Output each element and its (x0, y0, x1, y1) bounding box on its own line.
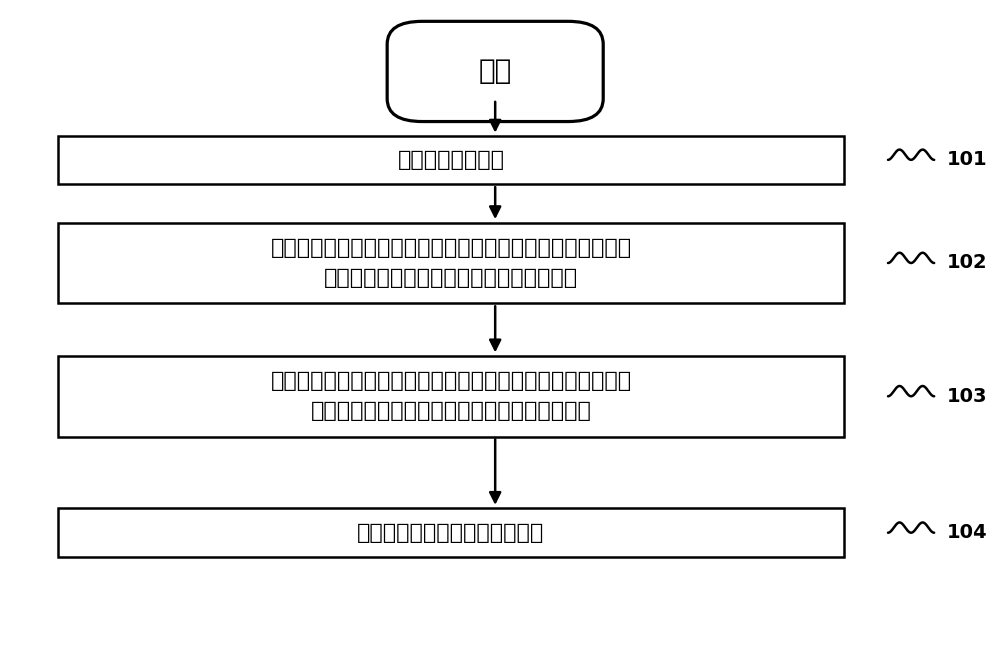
FancyBboxPatch shape (387, 21, 603, 121)
Text: 开始: 开始 (479, 58, 512, 86)
Text: 将故障诊断请求的子进程信息与故障诊断数据库中的子进程信
息进行匹配，并根据匹配结果确定故障诊断结果: 将故障诊断请求的子进程信息与故障诊断数据库中的子进程信 息进行匹配，并根据匹配结… (270, 371, 632, 421)
Bar (58, 223, 844, 303)
Bar (58, 136, 844, 184)
Bar (58, 508, 844, 557)
Text: 接收故障诊断请求: 接收故障诊断请求 (397, 150, 504, 170)
Text: 102: 102 (947, 254, 988, 273)
Text: 控制显示装置显示故障诊断结果: 控制显示装置显示故障诊断结果 (357, 522, 545, 543)
Text: 获取故障诊断数据库，故障诊断数据库中包括每个子进程信息
和与每个子进程信息相对应的故障诊断结果: 获取故障诊断数据库，故障诊断数据库中包括每个子进程信息 和与每个子进程信息相对应… (270, 238, 632, 288)
Text: 103: 103 (947, 387, 987, 406)
Text: 101: 101 (947, 151, 988, 169)
Bar (58, 356, 844, 437)
Text: 104: 104 (947, 523, 988, 542)
